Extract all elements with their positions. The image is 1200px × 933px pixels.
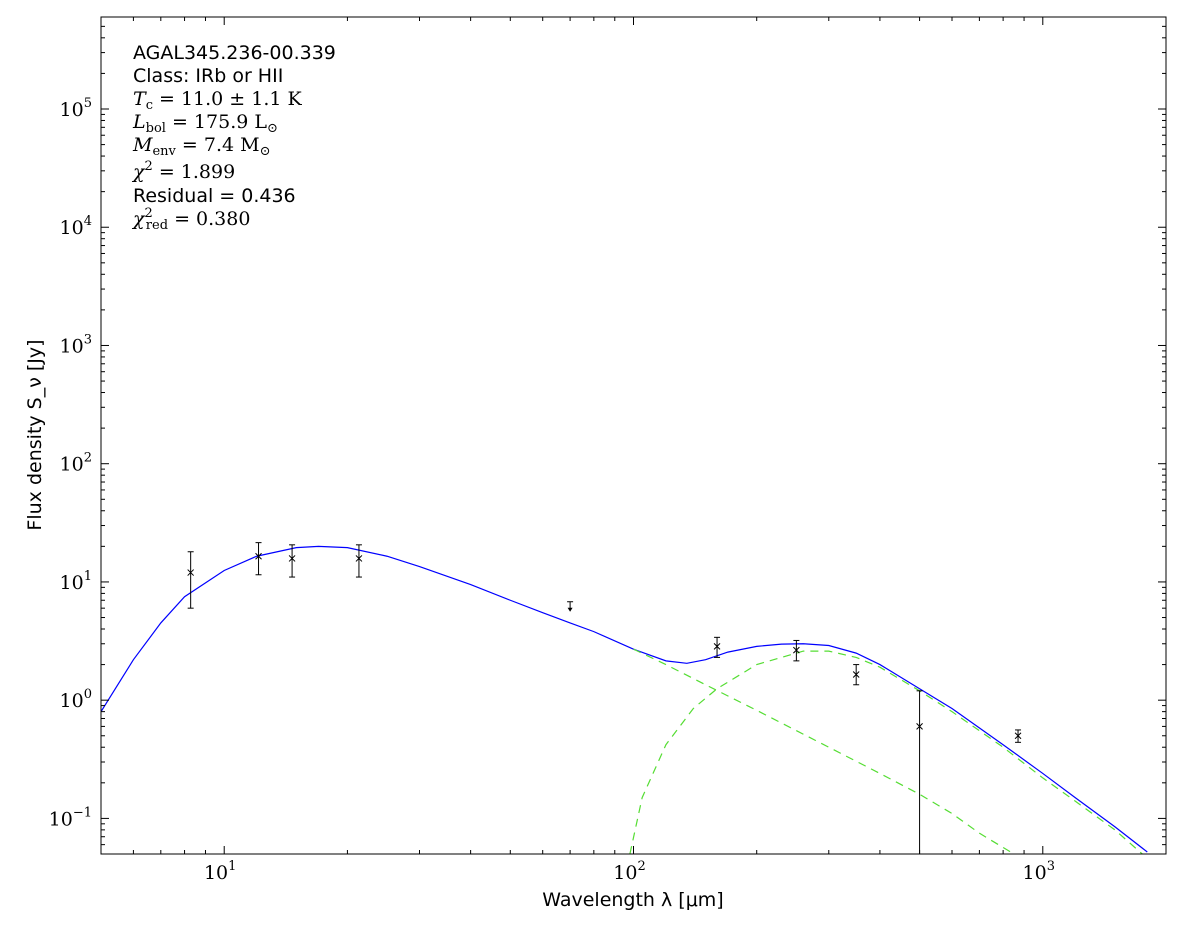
y-tick-label: 101 <box>60 569 92 594</box>
component-curve-2 <box>629 650 1143 854</box>
y-tick-label: 10−1 <box>49 805 92 830</box>
class-label: Class: IRb or HII <box>133 65 283 87</box>
data-point <box>187 551 195 609</box>
tick-labels: 101 102 103 10−1 100 101 102 103 104 105 <box>49 96 1055 884</box>
y-tick-label: 104 <box>60 214 92 239</box>
y-tick-label: 105 <box>60 96 92 121</box>
y-tick-label: 103 <box>60 332 92 357</box>
source-name: AGAL345.236-00.339 <box>133 42 336 64</box>
y-tick-label: 100 <box>60 687 92 712</box>
point-marker <box>916 723 923 730</box>
total-model-curve <box>101 545 1148 853</box>
annotation-block: AGAL345.236-00.339 Class: IRb or HII Tc … <box>131 42 336 233</box>
point-marker <box>255 552 262 560</box>
point-marker <box>187 569 195 576</box>
data-point <box>793 639 800 662</box>
data-point <box>916 690 923 854</box>
x-tick-label: 101 <box>204 859 236 884</box>
component-curve-1 <box>633 648 1015 854</box>
data-point <box>355 544 363 578</box>
y-tick-label: 102 <box>60 451 92 476</box>
plot-frame <box>100 16 1167 855</box>
point-marker <box>713 643 721 650</box>
data-points <box>187 542 1022 854</box>
upper-limit-arrow <box>567 607 573 612</box>
point-marker <box>288 555 296 562</box>
x-axis-label: Wavelength λ [μm] <box>542 889 723 911</box>
data-point <box>713 636 721 658</box>
y-axis-label: Flux density S_ν [Jy] <box>24 339 46 530</box>
axis-ticks <box>100 16 1167 855</box>
chi2red-annotation: χ2 red = 0.380 <box>131 206 250 233</box>
tc-annotation: Tc = 11.0 ± 1.1 K <box>133 88 303 113</box>
point-marker <box>852 671 860 678</box>
x-tick-label: 103 <box>1023 859 1055 884</box>
menv-annotation: Menv = 7.4 M⊙ <box>132 134 271 159</box>
upper-limit <box>567 601 574 612</box>
data-point <box>852 664 860 686</box>
point-marker <box>1014 732 1022 740</box>
point-marker <box>793 646 800 654</box>
chi2-annotation: χ2 = 1.899 <box>131 159 235 183</box>
model-curves <box>101 545 1148 854</box>
data-point <box>255 542 262 576</box>
point-marker <box>355 555 363 562</box>
residual-annotation: Residual = 0.436 <box>133 185 296 207</box>
lbol-annotation: Lbol = 175.9 L⊙ <box>132 111 278 136</box>
data-point <box>1014 729 1022 743</box>
x-tick-label: 102 <box>613 859 645 884</box>
data-point <box>288 544 296 578</box>
